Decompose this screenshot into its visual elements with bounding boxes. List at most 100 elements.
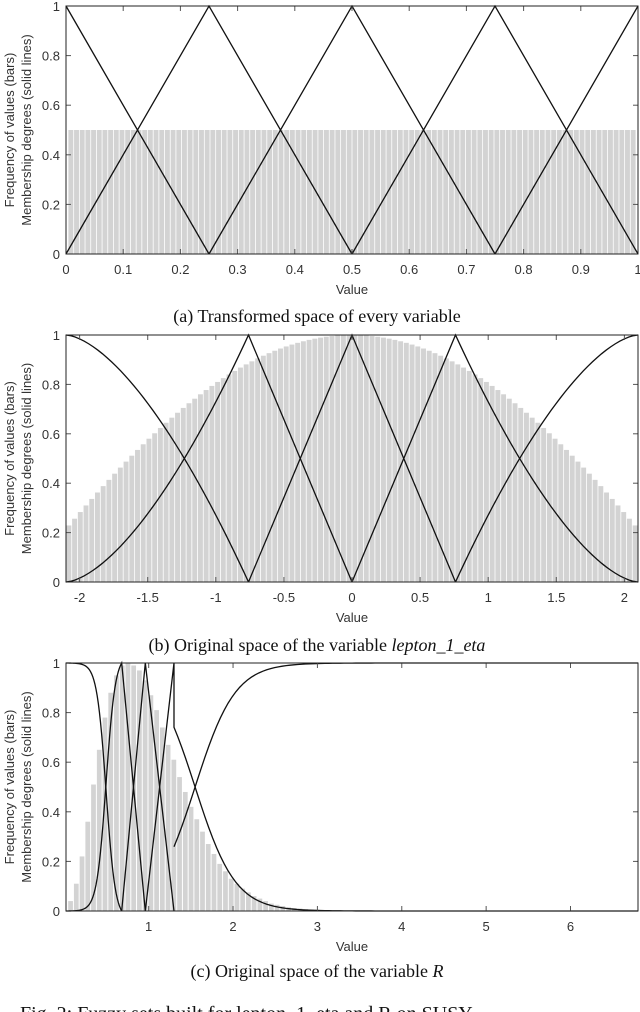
x-tick-label: 1 [485,590,492,605]
histogram-bar [562,130,568,254]
histogram-bar [249,361,255,582]
histogram-bar [551,130,557,254]
histogram-bar [556,130,562,254]
histogram-bar [539,130,545,254]
x-tick-label: 0 [348,590,355,605]
histogram-bar [608,130,613,254]
histogram-bar [272,350,278,582]
membership-function-line [65,334,250,583]
histogram-bar [137,670,142,911]
histogram-bar [175,412,180,582]
histogram-bar [358,130,363,254]
histogram-bar [421,348,426,582]
histogram-bar [352,130,358,254]
y-tick-label: 1 [53,0,60,14]
histogram-bar [216,130,221,254]
histogram-bar [142,130,148,254]
histogram-bar [346,335,352,582]
histogram-bar [102,130,108,254]
histogram-bar [240,888,246,911]
histogram-bar [443,130,449,254]
x-tick-label: 0.9 [572,262,590,277]
histogram-bar [129,455,135,582]
histogram-bar [125,130,131,254]
histogram-bar [209,385,215,582]
membership-function-line [351,333,639,583]
histogram-bar [403,342,409,582]
histogram-bar [609,498,615,582]
histogram-bar [255,130,261,254]
histogram-bar [199,130,204,254]
x-tick-label: 3 [314,919,321,934]
histogram-bar [329,130,335,254]
histogram-bar [534,130,540,254]
x-tick-label: 0.7 [457,262,475,277]
histogram-bar [100,486,106,582]
x-axis-label: Value [336,282,368,297]
histogram-bar [114,675,119,911]
y-tick-label: 1 [53,656,60,671]
histogram-bar [233,130,238,254]
histogram-bar [193,130,199,254]
histogram-bar [625,130,630,254]
histogram-bar [398,341,404,582]
y-tick-label: 0 [53,575,60,590]
axes-frame [65,334,639,583]
histogram-bar [409,344,415,582]
histogram-bar [83,505,89,582]
histogram-bar [306,339,312,582]
histogram-bar [163,422,169,582]
histogram-bar [461,367,466,582]
histogram-bar [483,381,489,582]
histogram-bar [626,518,632,582]
x-tick-label: -0.5 [273,590,295,605]
histogram-bar [223,871,228,911]
histogram-bar [541,427,547,582]
histogram-bar [136,130,142,254]
caption-b-var: lepton_1_eta [391,635,485,655]
histogram-bar [289,344,295,582]
histogram-bar [352,335,358,582]
histogram-bar [454,130,460,254]
histogram-bar [335,130,341,254]
histogram-bar [205,844,211,911]
histogram-bar [375,130,380,254]
histogram-bar [159,130,165,254]
caption-a: (a) Transformed space of every variable [173,306,460,327]
x-axis-label: Value [336,610,368,625]
y-tick-label: 1 [53,328,60,343]
histogram-bar [598,486,604,582]
histogram-bar [448,130,454,254]
histogram-bar [579,130,585,254]
histogram-bar [89,498,95,582]
x-tick-label: 4 [398,919,405,934]
histogram-bar [234,883,240,911]
histogram-bar [506,398,512,582]
histogram-bar [153,130,159,254]
y-tick-label: 0.2 [42,854,60,869]
histogram-bar [260,355,266,582]
histogram-bar [466,130,471,254]
x-tick-label: -1.5 [137,590,159,605]
histogram-bar [621,512,627,582]
histogram-bar [363,130,369,254]
histogram-bar [358,335,364,582]
axes-frame [65,662,639,912]
histogram-bar [312,338,318,582]
histogram-bar [477,130,483,254]
histogram-bar [426,130,432,254]
histogram-bar [586,473,592,582]
caption-b-prefix: (b) Original space of the variable [149,635,392,656]
x-tick-label: 1 [634,262,640,277]
histogram-bar [380,130,386,254]
histogram-bar [85,130,91,254]
histogram-bar [147,130,153,254]
histogram-bar [432,353,438,582]
histogram-bar [171,759,177,911]
histogram-bar [318,130,324,254]
y-tick-label: 0.8 [42,377,60,392]
x-tick-label: 0.5 [343,262,361,277]
histogram-bar [449,361,455,582]
histogram-bar [95,492,100,582]
